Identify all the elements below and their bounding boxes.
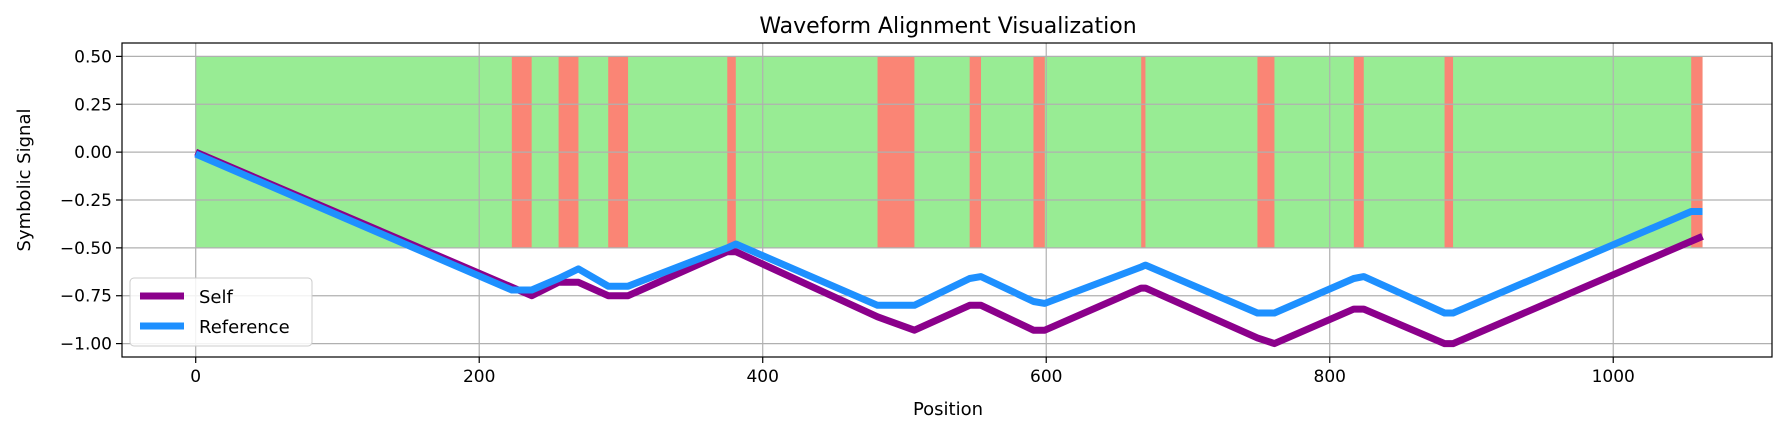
y-tick-label: 0.50	[74, 47, 112, 67]
y-tick-label: 0.25	[74, 95, 112, 115]
legend: Self Reference	[129, 277, 313, 347]
x-tick-label: 800	[1314, 367, 1346, 387]
x-tick-label: 400	[746, 367, 778, 387]
x-tick-label: 1000	[1592, 367, 1635, 387]
x-axis-ticks: 0 200 400 600 800 1000	[190, 357, 1635, 387]
series-line-reference	[194, 150, 1703, 317]
x-tick-label: 0	[190, 367, 201, 387]
x-tick-label: 200	[463, 367, 495, 387]
y-axis-label: Symbolic Signal	[14, 109, 35, 252]
y-tick-label: 0.00	[74, 143, 112, 163]
chart-title: Waveform Alignment Visualization	[759, 14, 1136, 39]
x-tick-label: 600	[1030, 367, 1062, 387]
y-axis-ticks: −1.00 −0.75 −0.50 −0.25 0.00 0.25 0.50	[60, 47, 122, 355]
y-tick-label: −1.00	[60, 335, 112, 355]
y-tick-label: −0.25	[60, 191, 112, 211]
legend-label-reference: Reference	[199, 317, 290, 338]
plot-area	[122, 43, 1772, 357]
series-line-self	[194, 148, 1704, 348]
y-tick-label: −0.50	[60, 239, 112, 259]
x-axis-label: Position	[913, 399, 983, 420]
y-tick-label: −0.75	[60, 287, 112, 307]
series-lines	[194, 148, 1704, 348]
grid	[122, 43, 1772, 357]
legend-label-self: Self	[199, 287, 234, 308]
